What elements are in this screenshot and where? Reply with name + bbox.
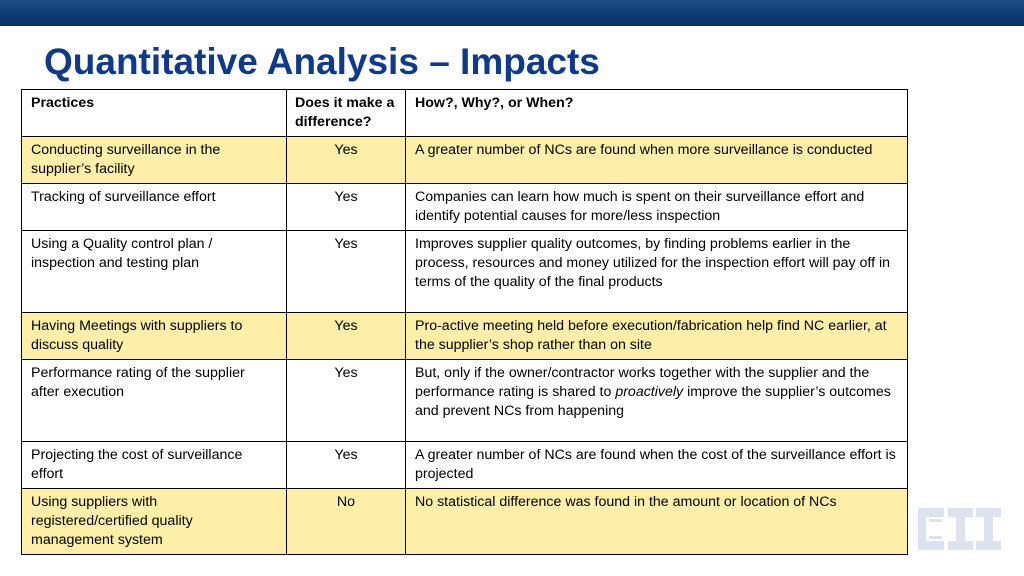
how-cell: But, only if the owner/contractor works … (405, 359, 908, 442)
table-row: Projecting the cost of surveillance effo… (21, 441, 908, 489)
how-cell: Companies can learn how much is spent on… (405, 183, 908, 231)
difference-cell: Yes (286, 359, 406, 442)
slide-title: Quantitative Analysis – Impacts (44, 41, 600, 82)
difference-cell: Yes (286, 136, 406, 184)
how-text-after: improve the supplier’s outcomes and prev… (415, 384, 891, 419)
table-row: Tracking of surveillance effort Yes Comp… (21, 183, 908, 231)
how-cell: A greater number of NCs are found when t… (405, 441, 908, 489)
practice-cell: Tracking of surveillance effort (21, 183, 287, 231)
cii-logo (918, 508, 1001, 550)
practice-cell: Conducting surveillance in the supplier’… (21, 136, 287, 184)
table-row: Using suppliers with registered/certifie… (21, 488, 908, 555)
table-row: Performance rating of the supplier after… (21, 359, 908, 442)
practice-cell: Having Meetings with suppliers to discus… (21, 312, 287, 360)
difference-cell: Yes (286, 441, 406, 489)
how-cell: Improves supplier quality outcomes, by f… (405, 230, 908, 313)
table-row: Using a Quality control plan / inspectio… (21, 230, 908, 313)
difference-cell: Yes (286, 183, 406, 231)
column-header-how: How?, Why?, or When? (405, 89, 908, 137)
difference-cell: No (286, 488, 406, 555)
practices-table: Practices Does it make a difference? How… (21, 89, 908, 555)
column-header-practices: Practices (21, 89, 287, 137)
practice-cell: Using suppliers with registered/certifie… (21, 488, 287, 555)
table-header-row: Practices Does it make a difference? How… (21, 89, 908, 137)
how-text-before: But, only if the owner/contractor works … (415, 365, 870, 400)
column-header-difference: Does it make a difference? (286, 89, 406, 137)
difference-cell: Yes (286, 312, 406, 360)
difference-cell: Yes (286, 230, 406, 313)
practice-cell: Projecting the cost of surveillance effo… (21, 441, 287, 489)
how-cell: No statistical difference was found in t… (405, 488, 908, 555)
how-text-emphasis: proactively (615, 384, 684, 400)
table-row: Having Meetings with suppliers to discus… (21, 312, 908, 360)
practice-cell: Using a Quality control plan / inspectio… (21, 230, 287, 313)
practice-cell: Performance rating of the supplier after… (21, 359, 287, 442)
table-row: Conducting surveillance in the supplier’… (21, 136, 908, 184)
how-cell: A greater number of NCs are found when m… (405, 136, 908, 184)
how-cell: Pro-active meeting held before execution… (405, 312, 908, 360)
header-bar (0, 0, 1024, 26)
